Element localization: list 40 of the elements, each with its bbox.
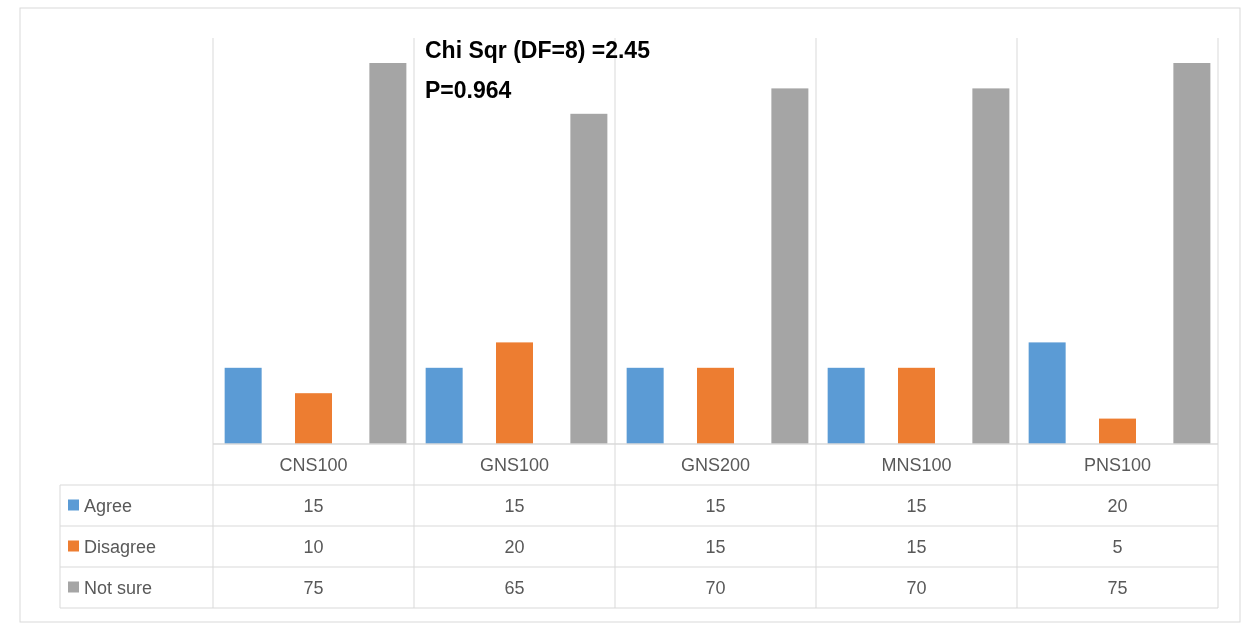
data-label: 5 xyxy=(1112,536,1123,557)
bar xyxy=(1099,418,1136,444)
text: Chi Sqr (DF=8) =2.45 xyxy=(425,37,651,63)
x-tick-label: GNS200 xyxy=(680,454,751,475)
data-label: 65 xyxy=(504,577,525,598)
legend-label: Disagree xyxy=(84,536,157,557)
bar xyxy=(697,367,734,444)
data-label: 70 xyxy=(705,577,726,598)
x-tick-label: CNS100 xyxy=(279,454,348,475)
data-label: 15 xyxy=(906,495,927,516)
x-tick-label: MNS100 xyxy=(881,454,952,475)
bar xyxy=(369,63,407,444)
data-label: 70 xyxy=(906,577,927,598)
data-label: 75 xyxy=(1107,577,1128,598)
bar xyxy=(496,342,533,444)
data-label: 75 xyxy=(303,577,324,598)
bar xyxy=(972,88,1010,444)
data-label: 20 xyxy=(504,536,525,557)
bar xyxy=(827,367,865,444)
bar xyxy=(1173,63,1211,444)
x-tick-label: GNS100 xyxy=(479,454,550,475)
bar xyxy=(295,393,332,444)
legend-label: Agree xyxy=(84,495,133,516)
bar xyxy=(1028,342,1066,444)
data-label: 15 xyxy=(303,495,324,516)
data-label: 20 xyxy=(1107,495,1128,516)
bar xyxy=(898,367,935,444)
data-label: 15 xyxy=(906,536,927,557)
bar xyxy=(626,367,664,444)
data-label: 10 xyxy=(303,536,324,557)
bar xyxy=(224,367,262,444)
data-label: 15 xyxy=(705,495,726,516)
x-tick-label: PNS100 xyxy=(1083,454,1152,475)
bar xyxy=(425,367,463,444)
bar xyxy=(570,113,608,444)
data-label: 15 xyxy=(504,495,525,516)
bar xyxy=(771,88,809,444)
data-label: 15 xyxy=(705,536,726,557)
legend-label: Not sure xyxy=(84,577,153,598)
annotation: P=0.964 xyxy=(425,77,512,103)
